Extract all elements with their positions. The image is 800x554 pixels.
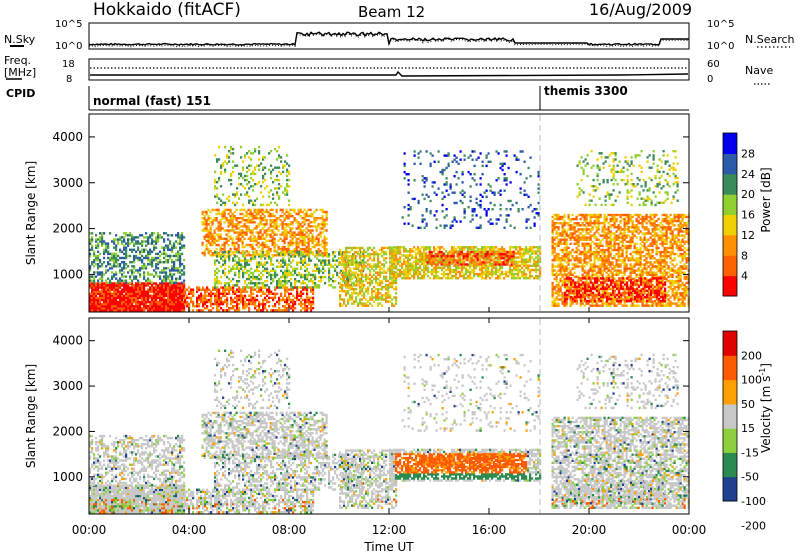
x-tick-label: 12:00 [372, 523, 407, 537]
nave-right-tick-bottom: 0 [707, 74, 713, 85]
y-tick-label: 3000 [52, 379, 83, 393]
noise-panel: N.Sky 10^5 10^0 10^5 10^0 N.Search [4, 19, 795, 52]
power-colorbar-label: Power [dB] [759, 167, 773, 232]
velocity-colorbar-tick: -50 [741, 471, 759, 484]
freq-trace [90, 70, 689, 77]
power-colorbar-tick: 20 [741, 188, 755, 201]
freq-unit-label: [MHz] [4, 66, 36, 79]
noise-left-tick-bottom: 10^0 [55, 41, 82, 52]
station-title: Hokkaido (fitACF) [93, 0, 241, 20]
power-colorbar-tick: 24 [741, 168, 755, 181]
x-tick-label: 20:00 [572, 523, 607, 537]
velocity-ylabel: Slant Range [km] [24, 364, 38, 468]
y-tick-label: 1000 [52, 267, 83, 281]
power-panel: 1000 2000 3000 4000 Slant Range [km] [24, 113, 690, 313]
cpid-label: CPID [6, 87, 35, 100]
velocity-panel: 1000 2000 3000 4000 Slant Range [km] [24, 317, 690, 515]
x-tick-label: 00:00 [72, 523, 107, 537]
x-tick-label: 08:00 [272, 523, 307, 537]
power-data [89, 145, 690, 312]
noise-right-tick-top: 10^5 [707, 19, 734, 30]
y-tick-label: 1000 [52, 470, 83, 484]
beam-title: Beam 12 [358, 3, 425, 21]
y-tick-label: 4000 [52, 334, 83, 348]
freq-left-tick-top: 18 [62, 59, 75, 70]
velocity-colorbar-tick: 100 [741, 374, 762, 387]
velocity-data [89, 349, 690, 514]
velocity-colorbar-tick: -15 [741, 446, 759, 459]
noise-left-tick-top: 10^5 [55, 19, 82, 30]
x-axis: 00:00 04:00 08:00 12:00 16:00 20:00 00:00 [72, 307, 707, 537]
freq-label: Freq. [4, 54, 31, 67]
cpid-panel: CPID normal (fast) 151 themis 3300 [6, 84, 689, 111]
freq-panel: Freq. [MHz] 18 8 60 0 Nave [4, 54, 773, 85]
power-colorbar-tick: 12 [741, 229, 755, 242]
velocity-colorbar-tick: -200 [741, 519, 766, 532]
power-colorbar-tick: 4 [741, 270, 748, 283]
y-tick-label: 2000 [52, 424, 83, 438]
y-tick-label: 3000 [52, 176, 83, 190]
x-axis-title: Time UT [363, 540, 414, 554]
velocity-colorbar-label: Velocity [m s-1] [758, 363, 773, 453]
noise-right-tick-bottom: 10^0 [707, 41, 734, 52]
noise-sky-label: N.Sky [4, 33, 36, 46]
power-colorbar-tick: 8 [741, 249, 748, 262]
velocity-colorbar-tick: 50 [741, 398, 755, 411]
velocity-colorbar: 200 100 50 15 -15 -50 -100 -200 [722, 330, 766, 532]
power-ylabel: Slant Range [km] [24, 161, 38, 265]
cpid-mode-normal: normal (fast) 151 [93, 94, 211, 108]
velocity-colorbar-tick: 15 [741, 422, 755, 435]
x-tick-label: 00:00 [672, 523, 707, 537]
nave-label: Nave [745, 64, 773, 77]
velocity-colorbar-tick: -100 [741, 495, 766, 508]
noise-sky-trace [88, 31, 689, 47]
power-colorbar-tick: 16 [741, 209, 755, 222]
y-tick-label: 2000 [52, 222, 83, 236]
freq-left-tick-bottom: 8 [66, 74, 72, 85]
nave-right-tick-top: 60 [707, 59, 720, 70]
cpid-mode-themis: themis 3300 [544, 84, 628, 98]
velocity-colorbar-tick: 200 [741, 349, 762, 362]
power-colorbar-tick: 28 [741, 147, 755, 160]
x-tick-label: 04:00 [172, 523, 207, 537]
x-tick-label: 16:00 [472, 523, 507, 537]
date-title: 16/Aug/2009 [589, 0, 692, 19]
y-tick-label: 4000 [52, 130, 83, 144]
noise-search-label: N.Search [745, 33, 795, 46]
power-colorbar: 28 24 20 16 12 8 4 [722, 132, 755, 297]
